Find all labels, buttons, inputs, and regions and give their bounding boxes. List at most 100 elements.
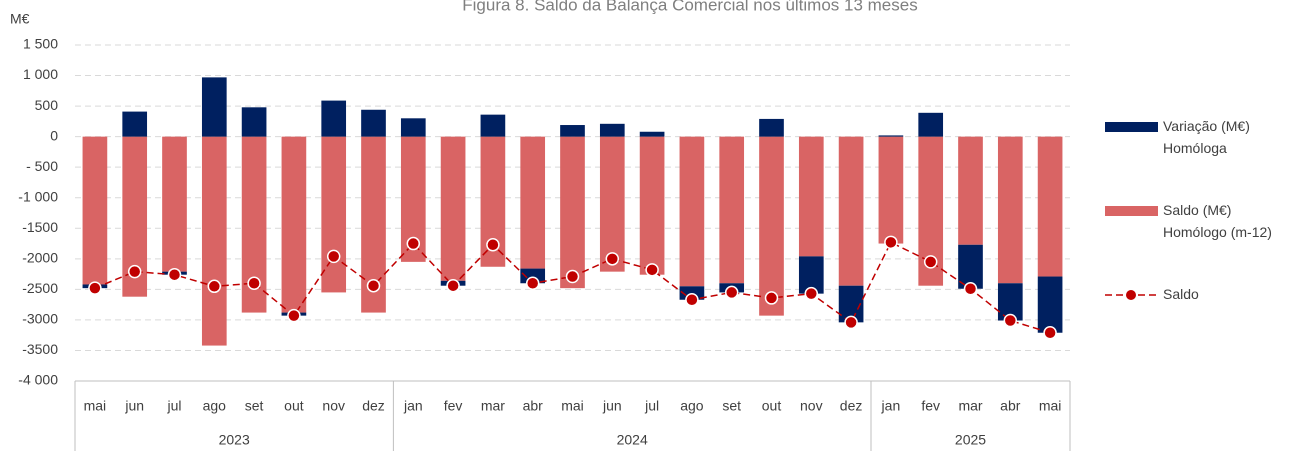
y-tick-label: 0 (50, 127, 58, 143)
bar (361, 109, 386, 137)
marker (287, 308, 301, 323)
bar (759, 136, 784, 316)
bar (997, 136, 1023, 284)
bar (798, 136, 824, 257)
bar (878, 136, 904, 244)
bar (719, 136, 745, 284)
legend-label: Variação (M€) Homóloga (1163, 118, 1250, 156)
legend-label: Saldo (1163, 286, 1199, 302)
y-tick-label: -1 000 (18, 188, 58, 204)
bar (599, 123, 625, 137)
x-tick-label: nov (800, 398, 823, 414)
bar (560, 136, 585, 289)
marker (804, 286, 819, 301)
x-tick-label: fev (921, 398, 940, 414)
marker (605, 252, 620, 266)
bar (1037, 136, 1063, 277)
bar (918, 112, 944, 137)
x-tick-label: mai (84, 398, 107, 414)
marker (724, 285, 739, 300)
bar (480, 114, 506, 137)
bar (241, 107, 267, 137)
marker (844, 315, 858, 330)
x-tick-label: out (284, 398, 304, 414)
marker (565, 269, 580, 284)
bar (122, 111, 148, 137)
x-tick-label: jul (644, 398, 659, 414)
y-tick-label: 500 (35, 97, 59, 113)
y-tick-label: - 500 (26, 158, 58, 174)
bar (599, 136, 625, 272)
legend-item: Saldo (1105, 286, 1199, 302)
marker (764, 291, 779, 305)
x-tick-label: mar (481, 398, 505, 414)
marker (685, 292, 699, 307)
x-tick-label: set (245, 398, 264, 414)
x-tick-label: mai (1039, 398, 1062, 414)
marker (326, 249, 341, 264)
x-tick-label: mar (958, 398, 982, 414)
x-tick-label: jun (602, 398, 622, 414)
x-tick-label: abr (523, 398, 544, 414)
y-axis-label: M€ (10, 11, 30, 27)
marker (1043, 325, 1057, 340)
x-tick-label: ago (203, 398, 227, 414)
marker (645, 263, 659, 277)
bar (759, 118, 784, 137)
marker (1003, 313, 1018, 328)
marker (207, 279, 222, 294)
marker (88, 281, 102, 295)
bar (639, 136, 665, 275)
bar (400, 118, 426, 137)
y-tick-label: 1 500 (23, 36, 58, 52)
marker (406, 236, 421, 251)
x-group-label: 2024 (617, 432, 648, 448)
x-tick-label: jun (124, 398, 144, 414)
x-tick-label: mai (561, 398, 584, 414)
x-group-label: 2023 (219, 432, 250, 448)
marker (923, 255, 938, 269)
legend-label: Saldo (M€) Homólogo (m-12) (1163, 202, 1272, 240)
x-tick-label: dez (362, 398, 385, 414)
bar (1037, 276, 1063, 333)
x-tick-label: abr (1000, 398, 1021, 414)
marker (247, 276, 261, 291)
marker (486, 238, 500, 252)
y-tick-label: -2500 (22, 280, 58, 296)
legend-item: Variação (M€) Homóloga (1105, 118, 1250, 156)
bar (201, 136, 227, 346)
marker (446, 278, 460, 293)
x-tick-label: out (762, 398, 782, 414)
x-group-label: 2025 (955, 432, 986, 448)
x-tick-label: jul (166, 398, 181, 414)
y-tick-label: 1 000 (23, 66, 58, 82)
bar (560, 125, 585, 137)
x-tick-label: dez (840, 398, 863, 414)
legend-swatch (1105, 206, 1158, 216)
bar (321, 136, 347, 293)
marker (525, 276, 540, 291)
bar (201, 77, 227, 137)
marker (963, 282, 978, 296)
chart-title: Figura 8. Saldo da Balança Comercial nos… (462, 0, 917, 14)
x-tick-label: nov (322, 398, 345, 414)
x-tick-label: fev (444, 398, 463, 414)
bar (838, 136, 864, 286)
bar (958, 244, 983, 289)
y-tick-label: -2000 (22, 250, 58, 266)
bar (162, 136, 187, 272)
y-tick-label: -4 000 (18, 372, 58, 388)
bar (440, 136, 466, 281)
bar (281, 136, 307, 313)
marker (167, 267, 182, 282)
y-tick-label: -3500 (22, 341, 58, 357)
x-tick-label: set (722, 398, 741, 414)
legend-item: Saldo (M€) Homólogo (m-12) (1105, 202, 1272, 240)
bar (639, 131, 665, 137)
bar (679, 136, 705, 287)
marker (127, 264, 142, 279)
bar (878, 135, 904, 137)
bar (520, 268, 546, 284)
x-tick-label: ago (680, 398, 704, 414)
